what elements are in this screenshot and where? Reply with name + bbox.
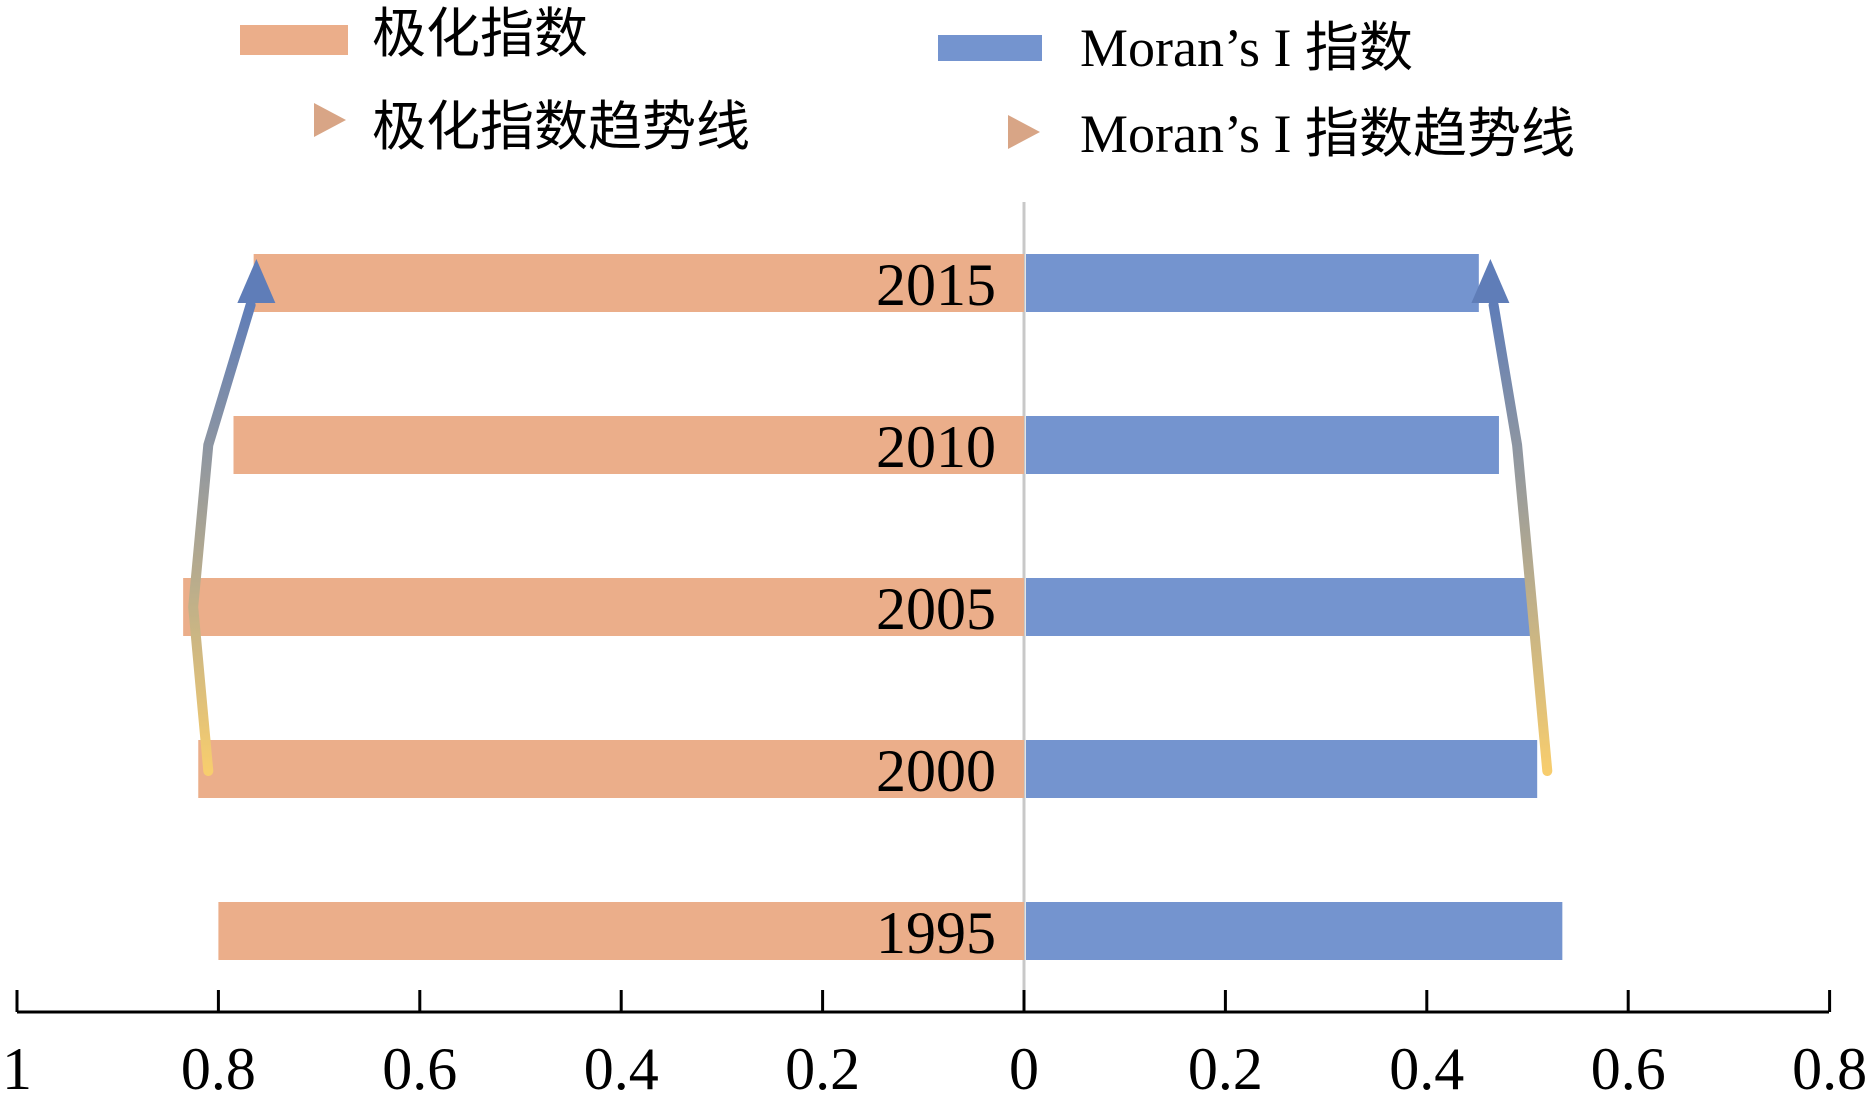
x-tick-label: 0.8 [1792, 1036, 1867, 1094]
bar-moran-2005 [1026, 578, 1533, 636]
x-tick-label: 0.2 [785, 1036, 860, 1094]
year-label-1995: 1995 [876, 900, 996, 966]
legend-label-moran: Moran’s I 指数 [1080, 18, 1413, 78]
bar-moran-2000 [1026, 740, 1538, 798]
x-tick-label: 0 [1009, 1036, 1039, 1094]
legend-arrow-moran-trend [933, 115, 1040, 149]
bar-moran-2010 [1026, 416, 1499, 474]
bar-moran-1995 [1026, 902, 1563, 960]
year-label-2015: 2015 [876, 252, 996, 318]
legend-label-polarization: 极化指数 [372, 4, 588, 64]
year-label-2005: 2005 [876, 576, 996, 642]
legend-label-moran-trend: Moran’s I 指数趋势线 [1080, 104, 1575, 164]
bar-moran-2015 [1026, 254, 1479, 312]
legend-swatch-moran [938, 35, 1042, 61]
bar-polarization-2000 [198, 740, 1024, 798]
bar-polarization-2005 [183, 578, 1024, 636]
x-tick-label: 0.4 [584, 1036, 659, 1094]
x-tick-label: 0.4 [1389, 1036, 1464, 1094]
x-tick-label: 0.6 [382, 1036, 457, 1094]
trend-line-right [1488, 300, 1553, 776]
year-label-2010: 2010 [876, 414, 996, 480]
legend-arrow-polarization-trend [235, 103, 346, 137]
plot-area: 1995 2000 2005 2010 2015 1 0.8 0.6 0.4 0.2 0 0.2 0.4… [2, 202, 1867, 1094]
trend-line-left [188, 300, 256, 776]
legend-swatch-polarization [240, 25, 348, 55]
legend: 极化指数 Moran’s I 指数 极化指数趋势线 Moran’s I 指数趋势… [235, 4, 1575, 164]
legend-label-polarization-trend: 极化指数趋势线 [372, 97, 750, 157]
x-tick-label: 0.6 [1591, 1036, 1666, 1094]
trend-arrowhead-left [237, 259, 276, 303]
bar-polarization-2015 [253, 254, 1024, 312]
trend-arrowhead-right [1471, 259, 1510, 303]
x-tick-label: 1 [2, 1036, 32, 1094]
x-tick-label: 0.8 [181, 1036, 256, 1094]
x-tick-label: 0.2 [1188, 1036, 1263, 1094]
year-label-2000: 2000 [876, 738, 996, 804]
bar-polarization-2010 [233, 416, 1024, 474]
bar-polarization-1995 [218, 902, 1024, 960]
